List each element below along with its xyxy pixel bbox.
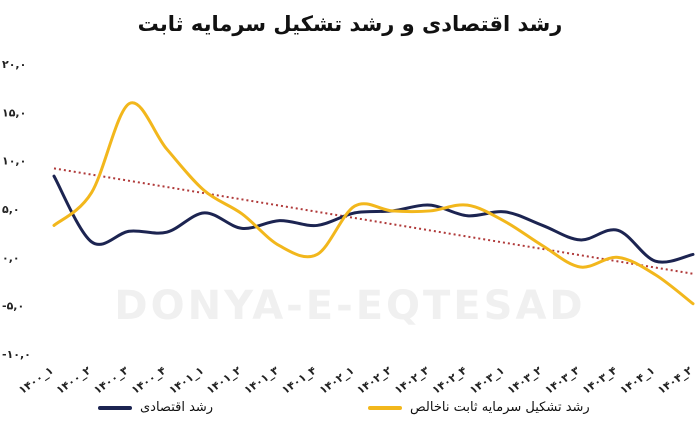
x-tick-label: ۱۴۰۰_۱ — [16, 364, 55, 397]
x-tick-label: ۱۴۰۴_۲ — [655, 364, 695, 397]
x-tick-label: ۱۴۰۲_۳ — [392, 364, 432, 397]
x-tick-label: ۱۴۰۳_۳ — [542, 364, 582, 397]
x-tick-label: ۱۴۰۳_۴ — [580, 364, 620, 397]
y-tick-label: -۵,۰ — [2, 300, 24, 313]
y-tick-label: ۲۰,۰ — [2, 58, 26, 71]
x-tick-label: ۱۴۰۳_۱ — [467, 364, 506, 397]
x-tick-label: ۱۴۰۲_۱ — [317, 364, 356, 397]
y-tick-label: ۰,۰ — [2, 251, 20, 264]
legend-swatch — [368, 405, 402, 410]
x-tick-label: ۱۴۰۱_۴ — [279, 364, 319, 397]
y-tick-label: ۱۰,۰ — [2, 155, 26, 168]
watermark: DONYA-E-EQTESAD — [114, 283, 586, 329]
legend-swatch — [98, 405, 132, 410]
x-tick-label: ۱۴۰۲_۲ — [355, 364, 395, 397]
legend-label: رشد تشکیل سرمایه ثابت ناخالص — [410, 400, 590, 415]
legend-item-capital-formation: رشد تشکیل سرمایه ثابت ناخالص — [368, 400, 590, 415]
y-tick-label: -۱۰,۰ — [2, 348, 31, 361]
x-tick-label: ۱۴۰۰_۴ — [129, 364, 169, 397]
series-economic-growth — [52, 174, 695, 264]
x-tick-label: ۱۴۰۱_۳ — [242, 364, 282, 397]
x-tick-label: ۱۴۰۴_۱ — [618, 364, 657, 397]
x-tick-label: ۱۴۰۰_۳ — [91, 364, 131, 397]
x-tick-label: ۱۴۰۲_۴ — [430, 364, 470, 397]
legend-item-economic-growth: رشد اقتصادی — [98, 400, 213, 415]
y-tick-label: ۱۵,۰ — [2, 106, 26, 119]
y-tick-label: ۵,۰ — [2, 203, 20, 216]
legend-label: رشد اقتصادی — [140, 400, 214, 415]
x-tick-label: ۱۴۰۰_۲ — [54, 364, 94, 397]
x-tick-label: ۱۴۰۳_۲ — [505, 364, 545, 397]
x-tick-label: ۱۴۰۱_۱ — [167, 364, 206, 397]
trendline — [53, 167, 694, 275]
chart-title: رشد اقتصادی و رشد تشکیل سرمایه ثابت — [137, 12, 563, 36]
x-tick-label: ۱۴۰۱_۲ — [204, 364, 244, 397]
series-capital-formation — [52, 101, 695, 306]
